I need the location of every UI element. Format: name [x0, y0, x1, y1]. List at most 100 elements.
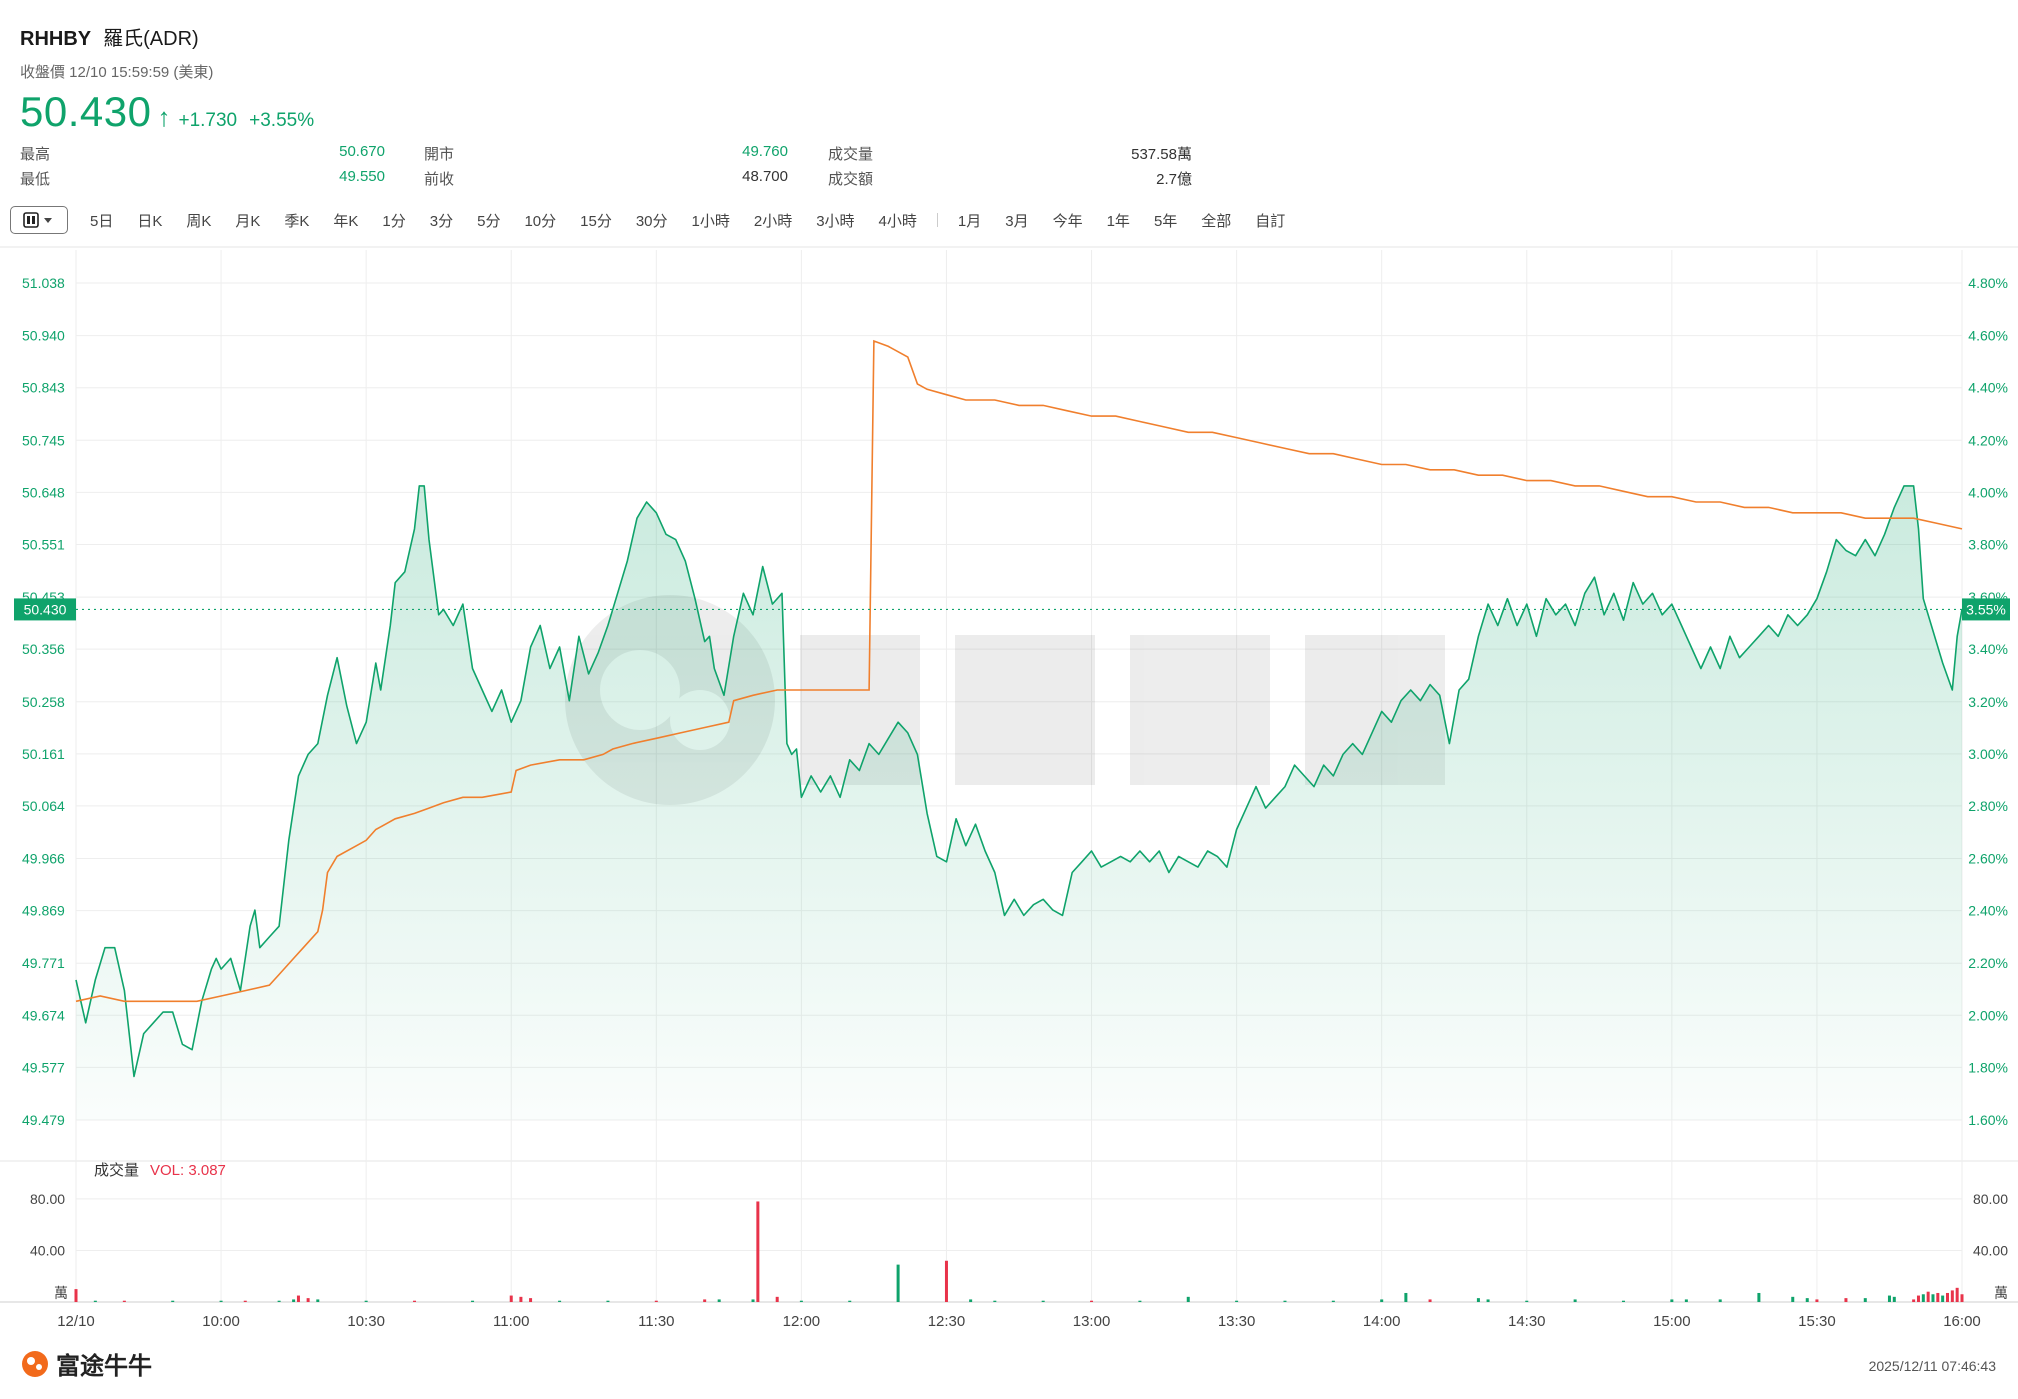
right-tick-label: 4.40% [1968, 380, 2008, 396]
right-tick-label: 2.20% [1968, 955, 2008, 971]
volume-bar [471, 1300, 475, 1302]
volume-bar [1476, 1298, 1480, 1302]
tab-1month[interactable]: 1月 [957, 212, 982, 230]
right-tick-label: 3.00% [1968, 746, 2008, 762]
volume-bar [606, 1300, 610, 1302]
volume-bar [364, 1300, 368, 1302]
volume-bar [1718, 1299, 1722, 1302]
price-line [75, 485, 1963, 1078]
tab-3month[interactable]: 3月 [1005, 212, 1029, 230]
volume-bar [306, 1298, 310, 1302]
volume-bar [1235, 1300, 1239, 1302]
volume-bar [1960, 1294, 1964, 1302]
volume-unit-right: 萬 [1994, 1285, 2008, 1301]
x-tick-label: 13:30 [1218, 1313, 1256, 1330]
volume-bar [993, 1300, 997, 1302]
tab-5year[interactable]: 5年 [1153, 212, 1178, 230]
volume-bar [654, 1300, 658, 1302]
tab-all[interactable]: 全部 [1201, 212, 1232, 230]
volume-value-label: VOL: 3.087 [150, 1162, 226, 1179]
average-price-line [75, 339, 1963, 1003]
right-tick-label: 2.00% [1968, 1007, 2008, 1023]
volume-bar [1670, 1299, 1674, 1302]
tab-4hour[interactable]: 4小時 [878, 212, 917, 230]
tab-2hour[interactable]: 2小時 [753, 212, 793, 230]
tab-month-k[interactable]: 月K [235, 212, 261, 230]
volume-bar [171, 1300, 175, 1302]
volume-bar [1921, 1294, 1925, 1302]
tab-10min[interactable]: 10分 [524, 212, 557, 230]
tab-quarter-k[interactable]: 季K [284, 212, 310, 230]
volume-bar [1621, 1300, 1625, 1302]
tab-custom[interactable]: 自訂 [1255, 212, 1286, 230]
tab-year-k[interactable]: 年K [333, 212, 359, 230]
volume-bar [1138, 1300, 1142, 1302]
volume-bar [1863, 1298, 1867, 1302]
tab-15min[interactable]: 15分 [580, 212, 612, 230]
volume-left-tick: 40.00 [30, 1242, 65, 1258]
stat-prevclose-value: 48.700 [742, 168, 788, 185]
stat-low-value: 49.550 [339, 168, 385, 185]
volume-bar [413, 1300, 417, 1302]
tab-3min[interactable]: 3分 [429, 212, 454, 230]
x-tick-label: 14:30 [1508, 1313, 1546, 1330]
stat-open-value: 49.760 [742, 143, 788, 160]
volume-bar [1791, 1296, 1795, 1302]
stat-turnover-value: 2.7億 [1156, 171, 1192, 188]
tab-30min[interactable]: 30分 [635, 212, 668, 230]
x-tick-label: 10:00 [202, 1313, 240, 1330]
tab-1min[interactable]: 1分 [382, 212, 406, 230]
tab-ytd[interactable]: 今年 [1052, 212, 1083, 230]
volume-bar [558, 1300, 562, 1302]
price-change-percent: +3.55% [249, 110, 315, 131]
volume-bar [1945, 1292, 1949, 1302]
left-tick-label: 50.258 [22, 694, 65, 710]
tab-day-k[interactable]: 日K [137, 212, 163, 230]
tab-3hour[interactable]: 3小時 [816, 212, 855, 230]
x-tick-label: 14:00 [1363, 1313, 1401, 1330]
volume-bar [1844, 1298, 1848, 1302]
left-tick-label: 50.551 [22, 536, 65, 552]
left-tick-label: 50.356 [22, 641, 65, 657]
volume-bar [292, 1299, 296, 1302]
right-tick-label: 1.80% [1968, 1059, 2008, 1075]
volume-bar [1936, 1292, 1940, 1302]
right-tick-label: 3.80% [1968, 536, 2008, 552]
stock-name: 羅氏(ADR) [103, 28, 199, 50]
tab-1year[interactable]: 1年 [1106, 212, 1130, 230]
volume-bar [74, 1289, 78, 1302]
x-tick-label: 11:00 [493, 1313, 529, 1330]
tab-1hour[interactable]: 1小時 [691, 212, 730, 230]
volume-bar [1887, 1295, 1891, 1302]
x-tick-label: 10:30 [347, 1313, 385, 1330]
volume-bar [122, 1300, 126, 1302]
current-pct-label: 3.55% [1966, 601, 2006, 617]
left-tick-label: 49.674 [22, 1007, 65, 1023]
tab-5min[interactable]: 5分 [477, 212, 501, 230]
left-tick-label: 50.745 [22, 432, 65, 448]
chart-type-button[interactable] [10, 206, 68, 234]
x-tick-label: 15:00 [1653, 1313, 1691, 1330]
volume-bar [775, 1296, 779, 1302]
right-tick-label: 3.40% [1968, 641, 2008, 657]
volume-title: 成交量 [94, 1161, 139, 1179]
volume-bar [1892, 1296, 1896, 1302]
volume-bar [756, 1201, 760, 1302]
stock-symbol: RHHBY [20, 28, 92, 50]
footer-brand: 富途牛牛 [20, 1346, 152, 1381]
left-tick-label: 50.940 [22, 328, 65, 344]
price-change: +1.730 [178, 110, 238, 131]
x-tick-label: 15:30 [1798, 1313, 1836, 1330]
volume-bar [1955, 1287, 1959, 1302]
volume-bar [1428, 1299, 1432, 1302]
snapshot-timestamp: 2025/12/11 07:46:43 [1868, 1358, 1996, 1374]
right-tick-label: 1.60% [1968, 1112, 2008, 1128]
volume-bar [243, 1300, 247, 1302]
tab-week-k[interactable]: 周K [186, 212, 212, 230]
stat-turnover-label: 成交額 [828, 171, 874, 188]
volume-bar [1684, 1299, 1688, 1302]
futu-logo-icon [22, 1350, 48, 1377]
left-tick-label: 49.771 [22, 955, 65, 971]
tab-5d[interactable]: 5日 [90, 212, 114, 230]
